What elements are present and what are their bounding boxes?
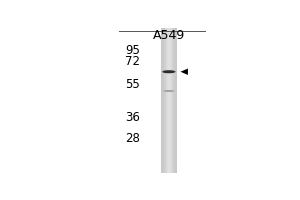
- Text: 36: 36: [125, 111, 140, 124]
- Ellipse shape: [162, 70, 176, 73]
- Ellipse shape: [164, 90, 174, 92]
- Text: 28: 28: [125, 132, 140, 145]
- Text: 72: 72: [125, 55, 140, 68]
- Text: 55: 55: [125, 78, 140, 91]
- Text: A549: A549: [153, 29, 185, 42]
- Polygon shape: [181, 69, 188, 75]
- Text: 95: 95: [125, 44, 140, 57]
